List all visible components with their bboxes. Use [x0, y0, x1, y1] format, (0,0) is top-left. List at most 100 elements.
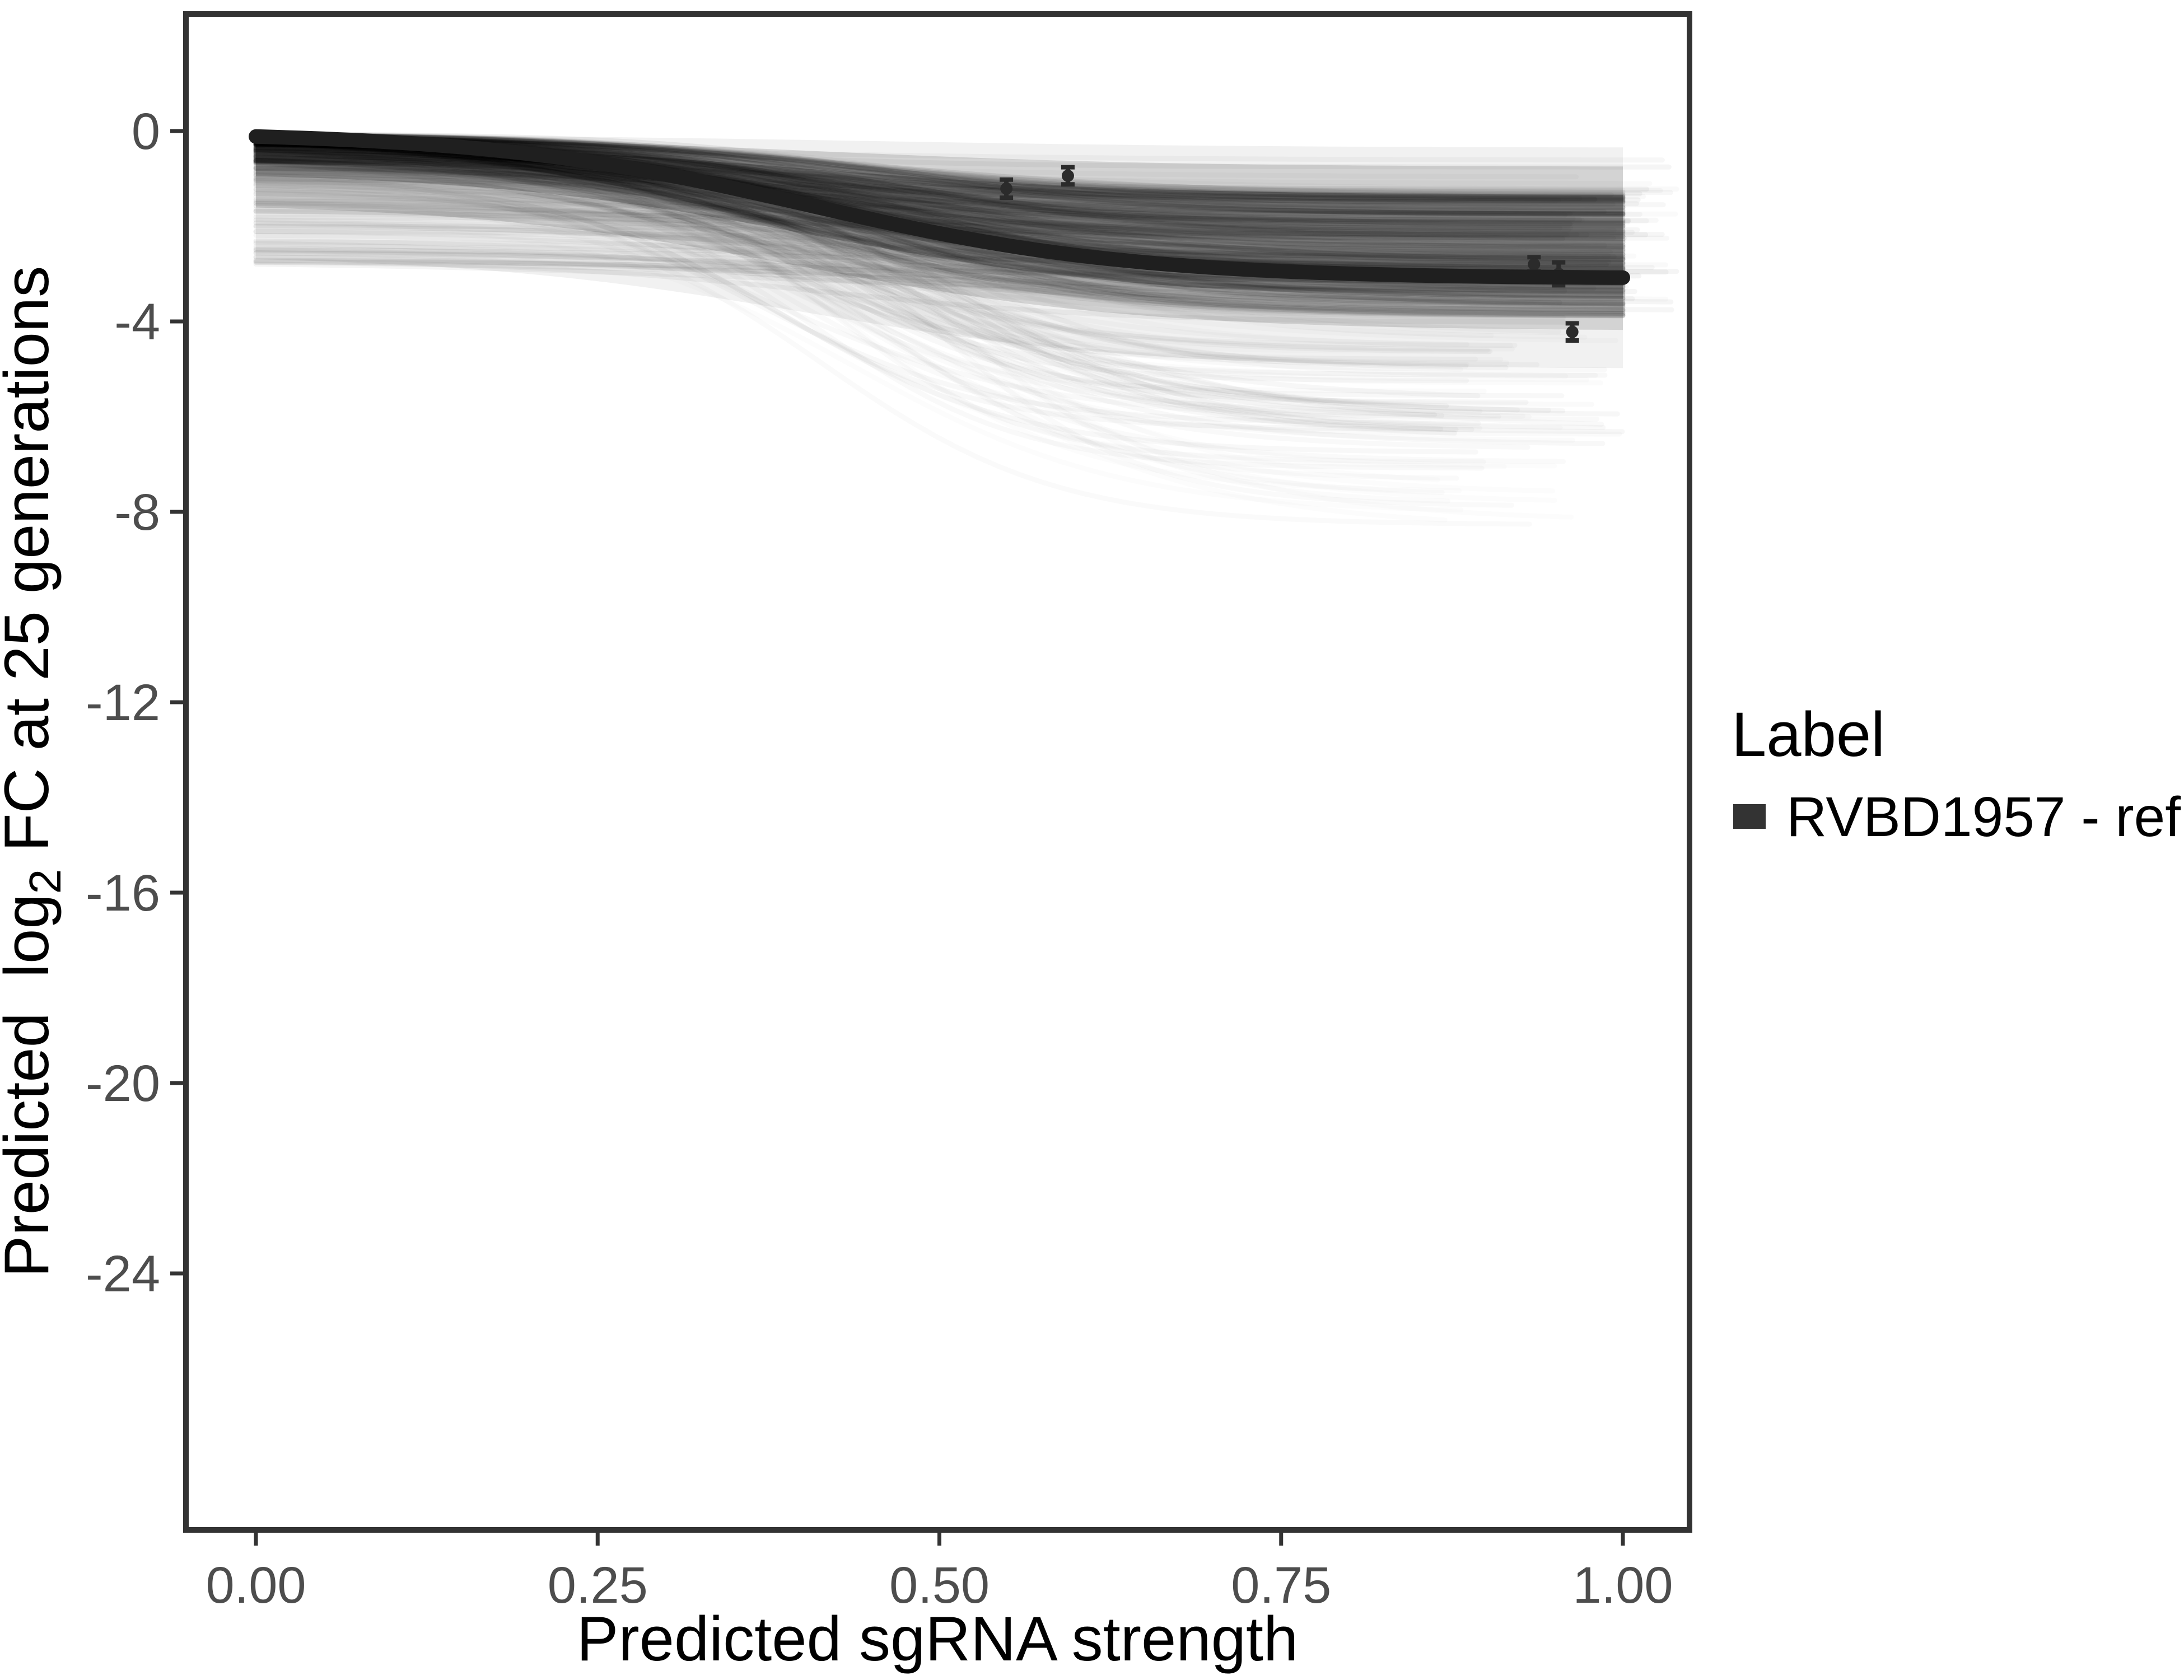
- ensemble-curve: [253, 151, 1626, 289]
- ensemble-curve: [253, 139, 1626, 295]
- ensemble-curve: [253, 246, 1674, 305]
- ensemble-curve: [253, 133, 1626, 262]
- ensemble-curve: [253, 132, 1626, 195]
- ensemble-curve: [253, 158, 1626, 306]
- ensemble-curve: [253, 132, 1626, 218]
- y-axis-title-post: FC at 25 generations: [0, 266, 62, 869]
- ensemble-curve: [253, 232, 1612, 265]
- y-axis-title-subscript: 2: [20, 869, 70, 894]
- ensemble-curve: [253, 186, 1565, 241]
- x-tick-label: 1.00: [1572, 1557, 1673, 1614]
- ensemble-curve: [253, 144, 1626, 248]
- ensemble-curve: [253, 132, 1626, 272]
- ensemble-curve: [253, 164, 1641, 203]
- ensemble-curve: [253, 158, 1626, 231]
- ensemble-curve: [253, 158, 1626, 210]
- ensemble-curve: [253, 136, 1626, 211]
- ensemble-curve: [253, 166, 1631, 223]
- ensemble-curve: [253, 136, 1626, 206]
- ensemble-curve: [253, 152, 1626, 251]
- x-tick-label: 0.00: [206, 1557, 306, 1614]
- y-axis-title-pre: Predicted log: [0, 894, 62, 1277]
- x-tick-label: 0.25: [548, 1557, 648, 1614]
- ensemble-curve: [253, 132, 1626, 208]
- ensemble-curve: [253, 172, 1642, 197]
- ensemble-curve: [253, 262, 1567, 294]
- x-axis: 0.00 0.25 0.50 0.75 1.00: [206, 1530, 1673, 1614]
- ensemble-curve: [253, 153, 1626, 300]
- ensemble-curve: [253, 153, 1626, 307]
- ensemble-curve: [253, 136, 1626, 213]
- ensemble-curve: [253, 155, 1626, 239]
- ensemble-curve: [253, 158, 1626, 253]
- ensemble-curve: [253, 258, 1581, 325]
- y-tick-label: -24: [86, 1245, 160, 1303]
- ensemble-curve: [253, 241, 1562, 305]
- ensemble-curve: [253, 149, 1626, 318]
- ensemble-curve: [253, 132, 1626, 226]
- main-curve-rvbd1957: [249, 129, 1630, 285]
- error-bar-point: [1527, 255, 1541, 274]
- ensemble-curve: [253, 147, 1626, 270]
- ensemble-curve: [253, 142, 1626, 297]
- legend-entry-label: RVBD1957 - ref: [1786, 786, 2181, 848]
- ensemble-curve: [253, 160, 1626, 289]
- ensemble-band: [256, 143, 1623, 299]
- ensemble-curve: [253, 133, 1626, 200]
- ensemble-curve: [253, 151, 1626, 256]
- ensemble-curve: [253, 139, 1626, 271]
- ensemble-curve: [253, 132, 1626, 208]
- x-tick-label: 0.50: [889, 1557, 990, 1614]
- ensemble-curve: [253, 132, 1626, 233]
- ensemble-curve: [253, 143, 1626, 307]
- error-bar-point: [1000, 177, 1014, 200]
- ensemble-curve: [253, 160, 1626, 316]
- ensemble-curve: [253, 139, 1626, 290]
- ensemble-curve: [253, 151, 1626, 205]
- ensemble-curve: [253, 132, 1626, 239]
- y-tick-label: 0: [132, 103, 160, 160]
- ensemble-curve: [253, 199, 1583, 222]
- error-bar-point: [1565, 321, 1579, 343]
- ensemble-curve: [253, 147, 1626, 312]
- ensemble-curve: [253, 151, 1626, 247]
- ensemble-curve: [253, 134, 1626, 217]
- ensemble-curve: [253, 132, 1626, 197]
- ensemble-curve: [253, 132, 1626, 199]
- ensemble-curve: [253, 132, 1626, 217]
- x-axis-title: Predicted sgRNA strength: [577, 1604, 1299, 1674]
- ensemble-curve: [253, 177, 1597, 202]
- ensemble-curve: [253, 131, 1626, 204]
- legend-key-swatch: [1733, 804, 1766, 829]
- ensemble-curve: [253, 133, 1626, 200]
- ensemble-band: [256, 134, 1623, 368]
- y-axis-title: Predicted log2 FC at 25 generations: [0, 266, 70, 1277]
- legend: Label RVBD1957 - ref: [1732, 699, 2181, 848]
- ensemble-curve: [253, 151, 1626, 293]
- ensemble-curve: [253, 137, 1626, 297]
- ensemble-curve: [253, 141, 1626, 259]
- y-tick-label: -8: [114, 484, 160, 541]
- ensemble-curve: [253, 150, 1626, 253]
- ensemble-curve: [253, 134, 1626, 258]
- ensemble-curve: [253, 134, 1626, 250]
- ensemble-curve: [253, 132, 1626, 198]
- ensemble-curve: [253, 132, 1626, 236]
- x-tick-label: 0.75: [1231, 1557, 1331, 1614]
- ensemble-curve: [253, 148, 1626, 231]
- ensemble-curve: [253, 148, 1626, 199]
- ensemble-curve: [253, 145, 1626, 216]
- y-tick-label: -20: [86, 1055, 160, 1112]
- plot-panel: [249, 129, 1674, 368]
- ensemble-curve: [253, 157, 1626, 316]
- ensemble-curve: [253, 132, 1626, 209]
- ensemble-curve: [253, 139, 1626, 293]
- ensemble-curve: [253, 156, 1626, 250]
- ensemble-curve: [253, 247, 1609, 267]
- legend-title: Label: [1732, 699, 1885, 769]
- ensemble-curve: [253, 147, 1626, 262]
- y-tick-label: -4: [114, 293, 160, 351]
- ensemble-curve: [253, 141, 1626, 262]
